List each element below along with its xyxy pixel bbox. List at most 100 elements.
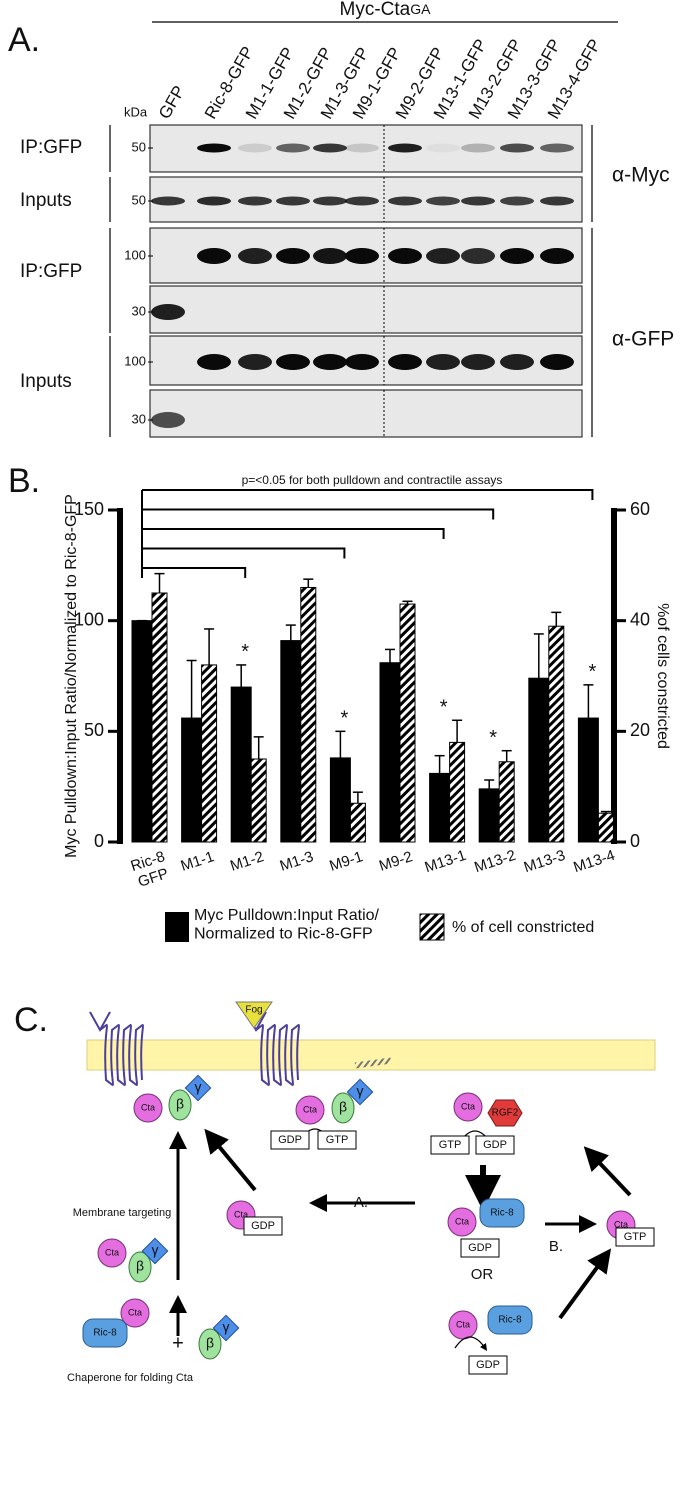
bar <box>300 586 317 843</box>
annotation: Chaperone for folding Cta <box>67 1372 194 1384</box>
ric8-label: Ric-8 <box>498 1315 522 1326</box>
gamma-label: γ <box>357 1083 364 1099</box>
path-label: B. <box>549 1238 563 1255</box>
bar <box>349 802 366 843</box>
nucleotide-box <box>430 1135 470 1155</box>
band <box>238 196 272 206</box>
antibody-label: α-GFP <box>612 328 674 351</box>
error-bar <box>501 749 512 762</box>
ric8-label: Ric-8 <box>490 1208 514 1219</box>
nucleotide-label: GDP <box>468 1242 492 1254</box>
y2-tick-label: 0 <box>630 831 640 851</box>
arrow <box>204 1128 257 1192</box>
beta <box>168 1089 192 1121</box>
y2-tick-label: 40 <box>630 609 650 629</box>
panel-label: C. <box>14 1001 48 1039</box>
band <box>500 196 534 206</box>
significance-mark: * <box>589 661 597 683</box>
cta <box>447 1207 477 1237</box>
band <box>500 354 534 370</box>
row-label: IP:GFP <box>20 261 82 282</box>
beta <box>128 1251 152 1283</box>
band <box>540 354 574 370</box>
bar <box>498 761 515 843</box>
nucleotide-label: GTP <box>326 1134 349 1146</box>
antibody-label: α-Myc <box>612 164 670 187</box>
cta-label: Cta <box>455 1216 469 1226</box>
y2-tick-label: 60 <box>630 499 650 519</box>
y-tick-label: 100 <box>74 609 104 629</box>
error-bar <box>285 624 296 641</box>
blot <box>149 285 583 334</box>
y2-tick-label: 20 <box>630 720 650 740</box>
header-subscript: GA <box>410 1 431 17</box>
error-bar <box>402 600 413 605</box>
band <box>313 354 347 370</box>
fog-label: Fog <box>245 1005 262 1016</box>
blot <box>149 389 583 438</box>
band <box>197 196 231 206</box>
gamma-label: γ <box>195 1079 202 1095</box>
x-tick-label: M1-3 <box>278 848 316 875</box>
significance-mark: * <box>440 697 448 719</box>
band <box>345 354 379 370</box>
ric8 <box>487 1305 533 1335</box>
beta-label: β <box>136 1258 144 1274</box>
x-tick-label: M1-2 <box>228 848 266 875</box>
band <box>461 354 495 370</box>
cta-label: Cta <box>234 1209 248 1219</box>
cta <box>133 1093 163 1123</box>
x-tick-label: M9-1 <box>327 848 365 875</box>
band <box>238 143 272 153</box>
nucleotide-label: GTP <box>624 1231 647 1243</box>
bar <box>597 812 614 843</box>
band <box>461 248 495 264</box>
band <box>276 248 310 264</box>
nucleotide-box <box>270 1130 310 1150</box>
row-label: Inputs <box>20 371 72 392</box>
nucleotide-label: GTP <box>439 1139 462 1151</box>
y-axis-label: Myc Pulldown:Input Ratio/Normalized to R… <box>63 494 80 858</box>
plus-sign: + <box>172 1332 184 1354</box>
error-bar <box>253 736 264 759</box>
bracket-text: p=<0.05 for both pulldown and contractil… <box>242 473 503 487</box>
activation-mark <box>354 1057 392 1069</box>
error-bar <box>352 791 363 804</box>
cta-label: Cta <box>303 1104 317 1114</box>
band <box>426 143 460 153</box>
band <box>461 143 495 153</box>
bar <box>329 757 351 843</box>
significance-mark: * <box>489 727 497 749</box>
nucleotide-box <box>460 1238 500 1258</box>
nucleotide-label: GDP <box>476 1359 500 1371</box>
beta-label: β <box>206 1335 214 1351</box>
band <box>426 354 460 370</box>
error-bar <box>551 611 562 627</box>
significance-mark: * <box>341 708 349 730</box>
ric8 <box>479 1198 525 1228</box>
gamma <box>141 1237 169 1265</box>
beta <box>198 1328 222 1360</box>
band <box>426 248 460 264</box>
bracket <box>142 567 247 578</box>
band <box>151 412 185 428</box>
lane-label: GFP <box>155 82 189 122</box>
gamma <box>184 1074 212 1102</box>
bar <box>577 717 599 843</box>
band <box>313 248 347 264</box>
ric8 <box>82 1318 128 1348</box>
nucleotide-box <box>317 1130 357 1150</box>
cta-label: Cta <box>128 1307 142 1317</box>
bar <box>151 592 168 843</box>
bar <box>449 741 466 843</box>
x-tick-label: M13-1 <box>423 847 469 876</box>
gamma <box>212 1314 240 1342</box>
band <box>276 354 310 370</box>
marker-label: 100 <box>124 353 146 368</box>
error-bar <box>186 659 197 719</box>
arrow <box>583 1146 632 1197</box>
bar <box>379 662 401 843</box>
nucleotide-label: GDP <box>278 1134 302 1146</box>
band <box>388 143 422 153</box>
